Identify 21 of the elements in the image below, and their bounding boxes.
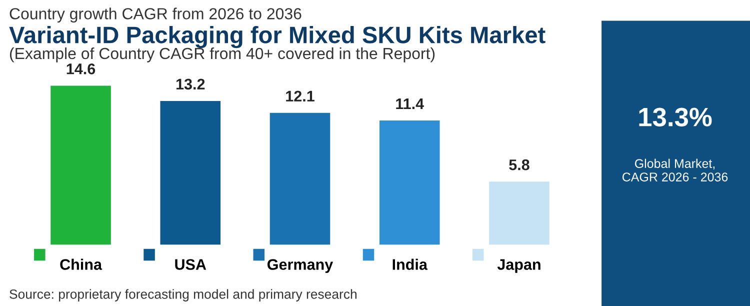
- bar: [270, 112, 330, 245]
- x-tick-label: Germany: [268, 259, 334, 273]
- bar: [160, 100, 221, 245]
- data-label: 12.1: [286, 90, 314, 102]
- bar: [489, 182, 550, 245]
- chart-title: Variant-ID Packaging for Mixed SKU Kits Market: [9, 26, 546, 48]
- data-label: 14.6: [66, 64, 96, 74]
- x-tick-label: China: [60, 258, 102, 270]
- data-label: 5.8: [509, 159, 530, 170]
- text: Global Market, CAGR 2026 - 2036: [622, 158, 728, 182]
- bar: [50, 86, 111, 245]
- x-tick-label: Japan: [497, 259, 540, 273]
- source-note: Source: proprietary forecasting model and primary research: [10, 289, 356, 302]
- text: 13.3%: [639, 108, 712, 126]
- text: (Example of Country CAGR from 40+ covered in the Report): [10, 47, 435, 62]
- x-tick-label: India: [392, 258, 428, 270]
- data-label: 13.2: [176, 78, 205, 90]
- x-tick-label: USA: [175, 259, 206, 270]
- chart-subtitle: Country growth CAGR from 2026 to 2036: [10, 8, 302, 23]
- data-label: 11.4: [396, 98, 424, 110]
- bar: [379, 120, 440, 245]
